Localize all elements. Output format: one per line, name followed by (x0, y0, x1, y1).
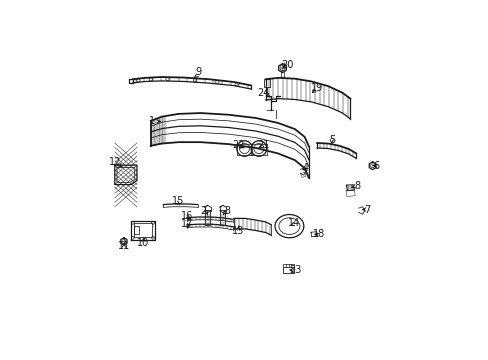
Text: 24: 24 (257, 88, 269, 98)
Circle shape (235, 83, 238, 86)
Circle shape (215, 80, 219, 84)
Text: 23: 23 (288, 265, 301, 275)
Text: 5: 5 (328, 135, 335, 145)
FancyBboxPatch shape (283, 267, 294, 273)
Text: 22: 22 (231, 140, 244, 150)
Text: 9: 9 (195, 67, 201, 77)
FancyBboxPatch shape (220, 210, 225, 225)
Text: 10: 10 (137, 238, 149, 248)
Circle shape (151, 221, 154, 224)
Circle shape (165, 77, 169, 81)
Text: 6: 6 (373, 161, 379, 171)
Circle shape (280, 66, 285, 71)
Text: 7: 7 (363, 204, 369, 215)
Text: 17: 17 (180, 219, 193, 229)
Text: 13: 13 (231, 226, 244, 236)
Text: 12: 12 (108, 157, 121, 167)
Circle shape (239, 144, 249, 154)
FancyBboxPatch shape (264, 79, 269, 87)
Ellipse shape (274, 215, 303, 238)
Text: 15: 15 (172, 196, 184, 206)
Circle shape (131, 221, 134, 224)
Text: 18: 18 (313, 229, 325, 239)
Text: 1: 1 (149, 116, 155, 126)
Text: 19: 19 (310, 82, 323, 93)
Text: 2: 2 (200, 206, 206, 216)
FancyBboxPatch shape (280, 70, 284, 77)
FancyBboxPatch shape (283, 264, 294, 267)
Circle shape (370, 164, 374, 168)
Text: 11: 11 (117, 241, 129, 251)
Text: 8: 8 (353, 181, 360, 191)
Text: 4: 4 (303, 163, 308, 174)
Text: 14: 14 (288, 218, 300, 228)
Circle shape (151, 237, 154, 239)
Circle shape (236, 141, 252, 156)
Circle shape (193, 78, 197, 82)
Circle shape (131, 237, 134, 239)
Circle shape (149, 78, 152, 81)
Circle shape (251, 141, 266, 156)
Text: 21: 21 (257, 140, 269, 150)
Text: 20: 20 (281, 60, 293, 70)
Text: 3: 3 (224, 206, 230, 216)
Ellipse shape (278, 218, 299, 234)
FancyBboxPatch shape (205, 210, 210, 225)
Text: 16: 16 (181, 211, 193, 221)
Circle shape (137, 79, 140, 82)
Circle shape (122, 239, 125, 243)
Circle shape (253, 144, 264, 154)
